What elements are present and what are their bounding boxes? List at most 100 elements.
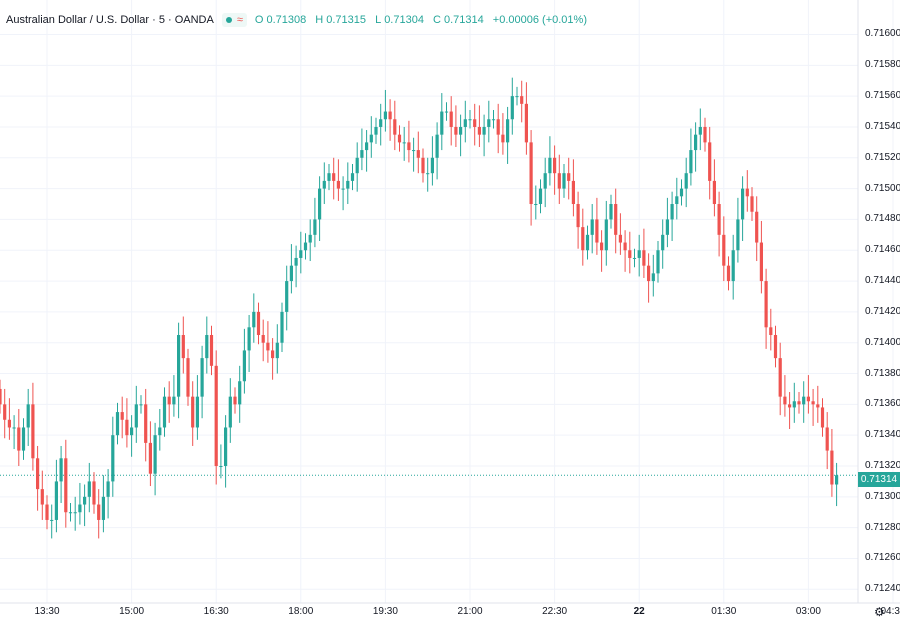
- price-tick-label: 0.71320: [865, 460, 900, 471]
- ohlc-open: O 0.71308: [254, 14, 307, 26]
- candle-down: [712, 180, 716, 205]
- candle-up: [661, 234, 665, 251]
- candle-down: [773, 335, 778, 359]
- candle-up: [637, 250, 641, 258]
- candle-down: [7, 419, 11, 428]
- candle-down: [148, 442, 152, 474]
- candle-down: [233, 396, 237, 405]
- candle-down: [759, 242, 763, 282]
- candle-up: [383, 111, 387, 120]
- time-scale[interactable]: 13:30 15:00 16:30 18:00 19:30 21:00 22:30 22 01:…: [0, 603, 900, 620]
- time-tick-label: 15:00: [119, 606, 145, 617]
- candle-down: [520, 96, 524, 104]
- candle-up: [285, 281, 289, 312]
- candle-up: [543, 173, 547, 189]
- candle-down: [745, 188, 749, 197]
- candle-down: [496, 119, 500, 135]
- legend: Australian Dollar / U.S. Dollar · 5 · OA…: [6, 11, 590, 29]
- candle-up: [675, 196, 679, 205]
- candle-down: [473, 119, 477, 127]
- candle-down: [783, 396, 787, 405]
- candle-up: [459, 126, 463, 135]
- candle-up: [365, 142, 369, 151]
- ohlc-low: L 0.71304: [375, 14, 424, 26]
- candle-down: [167, 396, 171, 405]
- candle-up: [412, 150, 416, 152]
- candle-down: [393, 119, 397, 135]
- price-tick-label: 0.71340: [865, 429, 900, 441]
- candle-up: [106, 481, 110, 497]
- candle-down: [125, 419, 129, 436]
- candle-down: [825, 427, 829, 451]
- candle-up: [73, 512, 77, 514]
- candle-up: [12, 427, 16, 429]
- ohlc-close: C 0.71314: [433, 14, 484, 26]
- candle-up: [153, 435, 157, 474]
- candle-up: [379, 119, 383, 127]
- candle-down: [642, 250, 646, 266]
- candle-up: [134, 404, 138, 428]
- candle-down: [567, 173, 571, 181]
- candle-down: [416, 150, 420, 158]
- candle-down: [726, 265, 731, 282]
- candle-down: [524, 103, 528, 143]
- time-tick-label: 22: [633, 606, 645, 617]
- symbol-title[interactable]: Australian Dollar / U.S. Dollar · 5 · OA…: [6, 14, 214, 26]
- candle-up: [205, 335, 209, 359]
- price-scale[interactable]: 0.71600 0.71580 0.71560 0.71540 0.71520 0.715…: [858, 0, 900, 603]
- candle-down: [17, 427, 21, 451]
- candle-up: [731, 250, 735, 282]
- candle-down: [92, 481, 96, 505]
- candle-up: [491, 119, 496, 121]
- candle-up: [440, 111, 444, 135]
- time-tick-label: 22:30: [542, 606, 568, 617]
- candle-up: [585, 234, 590, 251]
- candle-up: [604, 219, 608, 251]
- candle-up: [280, 311, 284, 343]
- candle-down: [97, 504, 101, 520]
- indicator-toggle[interactable]: ≈: [221, 13, 247, 27]
- candle-up: [487, 119, 491, 127]
- settings-gear-icon[interactable]: ⚙: [874, 605, 885, 619]
- candle-up: [402, 142, 406, 144]
- candle-up: [341, 188, 345, 190]
- candle-down: [40, 489, 44, 505]
- candle-up: [538, 188, 543, 205]
- candle-up: [609, 204, 613, 220]
- candle-down: [407, 142, 411, 151]
- candle-down: [501, 134, 505, 143]
- candle-down: [261, 335, 265, 343]
- candle-up: [463, 119, 467, 127]
- candle-down: [816, 404, 820, 408]
- candle-up: [369, 134, 373, 143]
- candle-up: [195, 396, 199, 428]
- candle-up: [158, 427, 162, 436]
- candle-up: [802, 396, 806, 405]
- candle-down: [755, 211, 759, 243]
- candle-down: [271, 350, 275, 359]
- candle-down: [571, 180, 575, 205]
- candle-down: [421, 157, 425, 174]
- time-tick-label: 16:30: [203, 606, 229, 617]
- candle-down: [64, 458, 68, 513]
- price-tick-label: 0.71580: [865, 59, 900, 71]
- time-tick-label: 21:00: [457, 606, 483, 617]
- last-price-label: 0.71314: [858, 472, 900, 487]
- candle-down: [191, 396, 195, 428]
- candle-up: [515, 96, 519, 98]
- candle-up: [228, 396, 232, 428]
- candle-up: [632, 257, 637, 259]
- candle-up: [139, 404, 143, 406]
- candle-down: [214, 365, 218, 467]
- candle-down: [778, 358, 782, 397]
- candle-down: [36, 458, 40, 490]
- candle-up: [670, 204, 674, 220]
- candle-up: [590, 219, 594, 235]
- candle-up: [360, 150, 364, 158]
- candle-down: [529, 142, 533, 205]
- candle-up: [548, 157, 552, 174]
- candle-up: [200, 358, 204, 397]
- candle-up: [289, 265, 293, 282]
